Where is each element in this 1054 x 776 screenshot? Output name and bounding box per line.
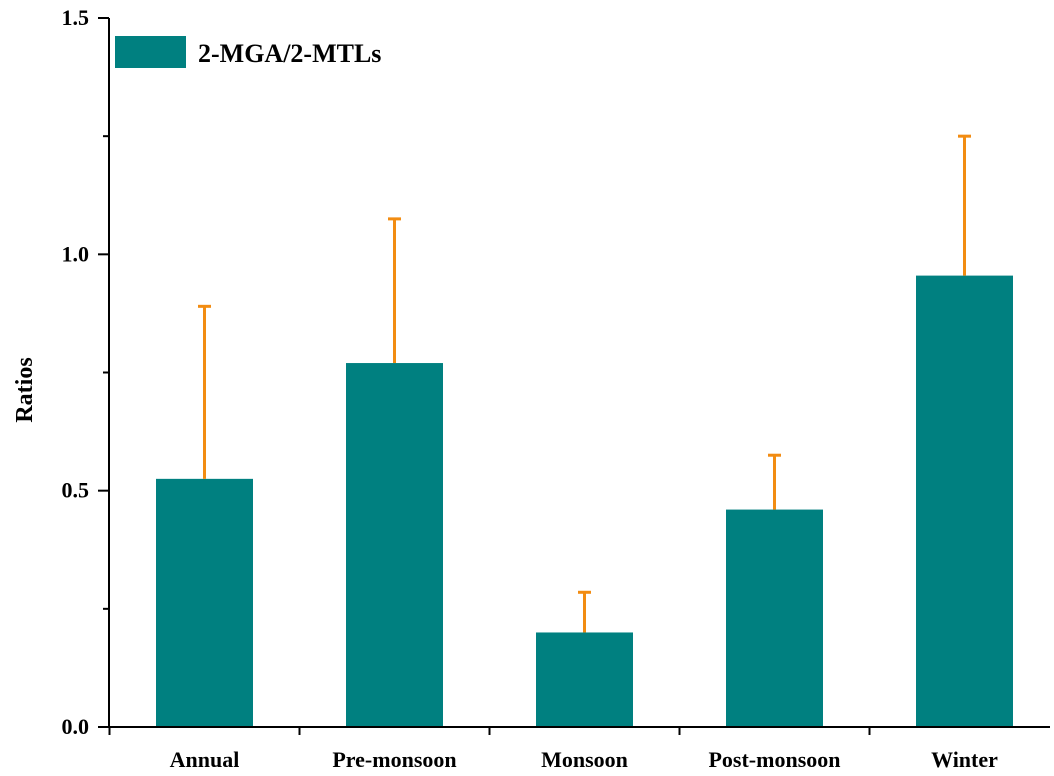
x-tick-label: Annual bbox=[170, 747, 240, 772]
y-axis-title: Ratios bbox=[12, 357, 38, 422]
x-tick-label: Winter bbox=[931, 747, 998, 772]
bar-monsoon bbox=[536, 632, 633, 727]
y-tick-label: 0.5 bbox=[62, 478, 90, 503]
x-tick-labels: Annual Pre-monsoon Monsoon Post-monsoon Wint… bbox=[170, 747, 998, 772]
bar-post-monsoon bbox=[726, 509, 823, 727]
legend-label: 2-MGA/2-MTLs bbox=[198, 39, 381, 68]
x-tick-label: Monsoon bbox=[541, 747, 628, 772]
legend: 2-MGA/2-MTLs bbox=[115, 36, 381, 68]
bar-winter bbox=[916, 275, 1013, 727]
y-major-ticks bbox=[98, 17, 109, 728]
error-bars-group bbox=[198, 134, 971, 633]
y-tick-label: 1.5 bbox=[62, 5, 90, 30]
y-tick-labels: 0.0 0.5 1.0 1.5 bbox=[62, 5, 90, 739]
x-tick-label: Pre-monsoon bbox=[332, 747, 456, 772]
legend-swatch bbox=[115, 36, 186, 68]
bars-group bbox=[156, 275, 1013, 727]
bar-annual bbox=[156, 478, 253, 727]
y-tick-label: 0.0 bbox=[62, 714, 90, 739]
bar-pre-monsoon bbox=[346, 363, 443, 727]
axes bbox=[108, 18, 1050, 728]
x-tick-label: Post-monsoon bbox=[708, 747, 840, 772]
x-ticks bbox=[108, 727, 871, 735]
y-tick-label: 1.0 bbox=[62, 241, 90, 266]
